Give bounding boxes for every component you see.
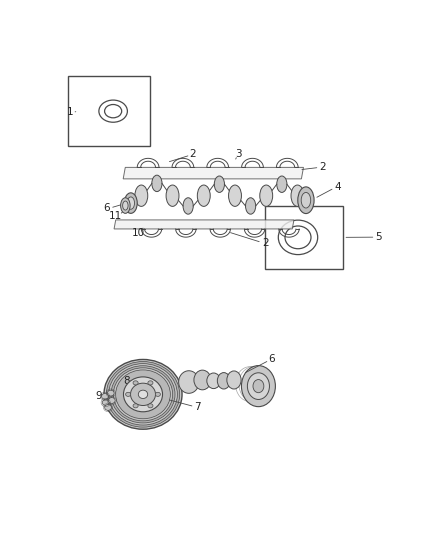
Ellipse shape [133,381,138,385]
Ellipse shape [298,187,314,214]
Text: 3: 3 [235,149,241,159]
Bar [68,76,150,146]
Polygon shape [123,167,304,179]
Ellipse shape [207,373,220,389]
Ellipse shape [148,404,153,408]
Ellipse shape [138,390,148,399]
Text: 7: 7 [194,402,201,413]
Ellipse shape [241,366,276,407]
Ellipse shape [124,193,137,213]
Ellipse shape [166,185,179,206]
Text: 10: 10 [132,229,145,238]
Ellipse shape [260,185,273,206]
Ellipse shape [253,379,264,393]
Ellipse shape [301,192,311,208]
Ellipse shape [107,390,114,396]
Text: 6: 6 [103,204,110,213]
Ellipse shape [229,185,241,206]
Text: 2: 2 [262,238,268,248]
Ellipse shape [152,175,162,191]
Ellipse shape [227,371,241,389]
Ellipse shape [113,368,173,421]
Text: 9: 9 [95,391,102,401]
Ellipse shape [123,201,128,210]
Ellipse shape [155,392,160,397]
Text: 4: 4 [335,182,342,192]
Ellipse shape [111,366,175,423]
Ellipse shape [124,377,162,412]
Ellipse shape [291,185,304,206]
Ellipse shape [120,198,130,213]
Ellipse shape [102,400,109,406]
Polygon shape [114,220,294,229]
Text: 2: 2 [320,163,326,172]
Ellipse shape [197,185,210,206]
Ellipse shape [116,370,170,419]
Ellipse shape [126,392,131,397]
Text: 2: 2 [189,149,195,159]
Ellipse shape [214,176,224,192]
Text: 6: 6 [268,353,276,364]
Ellipse shape [127,197,134,209]
Ellipse shape [277,176,287,192]
Text: 11: 11 [109,211,122,221]
Ellipse shape [104,359,182,429]
Ellipse shape [131,383,155,406]
Ellipse shape [108,398,115,403]
Text: 5: 5 [376,232,382,242]
Bar [265,206,343,269]
Ellipse shape [247,373,269,399]
Text: 8: 8 [124,376,130,386]
Ellipse shape [135,185,148,206]
Ellipse shape [148,381,153,385]
Ellipse shape [246,198,256,214]
Ellipse shape [179,371,199,393]
Ellipse shape [133,404,138,408]
Ellipse shape [194,370,211,390]
Ellipse shape [105,405,111,410]
Ellipse shape [217,373,230,389]
Ellipse shape [102,393,108,399]
Ellipse shape [109,364,177,425]
Ellipse shape [183,198,193,214]
Text: 1: 1 [67,107,73,117]
Ellipse shape [106,361,180,427]
